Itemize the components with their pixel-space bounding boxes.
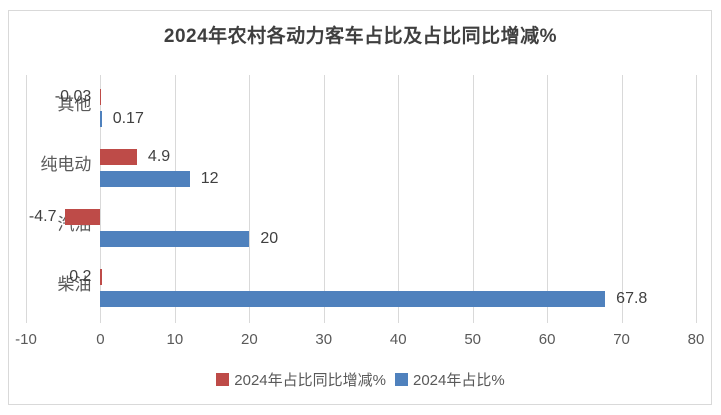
gridline bbox=[100, 75, 102, 323]
value-label: 12 bbox=[200, 170, 219, 187]
bar-share bbox=[100, 111, 102, 127]
x-tick-label: 20 bbox=[240, 331, 258, 348]
legend-swatch-icon bbox=[216, 373, 230, 386]
gridline bbox=[249, 75, 251, 323]
gridline bbox=[472, 75, 474, 323]
gridline bbox=[621, 75, 623, 323]
value-label: -0.03 bbox=[54, 88, 92, 105]
bar-change bbox=[100, 269, 102, 285]
bar-share bbox=[100, 291, 606, 307]
value-label: 20 bbox=[260, 230, 279, 247]
legend-item: 2024年占比% bbox=[395, 369, 505, 390]
gridline bbox=[547, 75, 549, 323]
gridline bbox=[696, 75, 697, 323]
value-label: 67.8 bbox=[616, 290, 648, 307]
value-label: 4.9 bbox=[147, 148, 171, 165]
legend-label: 2024年占比同比增减% bbox=[234, 372, 386, 389]
legend-item: 2024年占比同比增减% bbox=[216, 369, 386, 390]
gridline bbox=[26, 75, 27, 323]
gridline bbox=[323, 75, 325, 323]
chart-title: 2024年农村各动力客车占比及占比同比增减% bbox=[163, 26, 558, 47]
legend-label: 2024年占比% bbox=[413, 372, 505, 389]
bar-change bbox=[65, 209, 101, 225]
x-tick-label: 50 bbox=[464, 331, 481, 348]
value-label: 0.2 bbox=[69, 268, 92, 285]
x-tick-label: 0 bbox=[96, 331, 105, 348]
x-tick-label: 80 bbox=[687, 331, 705, 348]
x-tick-label: 70 bbox=[613, 331, 630, 348]
bar-share bbox=[100, 231, 250, 247]
value-label: -4.7 bbox=[28, 208, 57, 225]
x-tick-label: 10 bbox=[166, 331, 184, 348]
bar-share bbox=[100, 171, 190, 187]
x-tick-label: 60 bbox=[538, 331, 556, 348]
value-label: 0.17 bbox=[112, 110, 144, 127]
x-tick-label: 30 bbox=[315, 331, 333, 348]
gridline bbox=[398, 75, 400, 323]
bar-change bbox=[100, 149, 137, 165]
x-tick-label: 40 bbox=[389, 331, 407, 348]
legend: 2024年占比同比增减% 2024年占比% bbox=[0, 369, 721, 390]
category-label: 其他 bbox=[57, 95, 92, 114]
category-label: 柴油 bbox=[57, 275, 92, 294]
chart-frame bbox=[8, 10, 712, 405]
gridline bbox=[174, 75, 176, 323]
category-label: 纯电动 bbox=[40, 155, 92, 174]
legend-swatch-icon bbox=[395, 373, 408, 386]
x-tick-label: -10 bbox=[15, 331, 37, 348]
